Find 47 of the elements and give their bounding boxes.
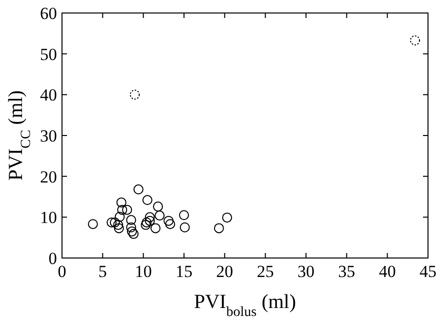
point (110, 217, 120, 228)
point (126, 222, 136, 232)
x-tick-label: 20 (216, 262, 234, 281)
point (122, 204, 132, 215)
point (179, 210, 189, 220)
x-tick-label: 25 (256, 262, 274, 281)
y-tick-label: 60 (40, 4, 57, 23)
x-tick-label: 30 (298, 262, 314, 281)
x-tick-label: 15 (176, 262, 192, 281)
point (117, 204, 128, 215)
point (126, 215, 136, 226)
point (144, 216, 155, 226)
point (114, 212, 125, 222)
point (113, 220, 124, 230)
point (126, 226, 137, 236)
point (410, 35, 420, 46)
y-tick-label: 30 (40, 126, 57, 146)
point (106, 217, 117, 228)
point (133, 184, 144, 194)
point (152, 202, 163, 212)
x-tick-label: 40 (378, 262, 396, 281)
point (154, 210, 165, 221)
point (140, 220, 151, 230)
point (116, 197, 126, 208)
point (128, 228, 139, 239)
y-tick-label: 10 (40, 208, 57, 228)
point (144, 212, 155, 222)
x-tick-label: 10 (134, 262, 152, 281)
point (150, 223, 161, 234)
point (164, 216, 174, 226)
point (214, 223, 224, 234)
point (165, 219, 176, 230)
x-axis-title: PVI$_{bolus}$ (ml) (194, 291, 296, 320)
point (142, 195, 152, 206)
y-tick-label: 50 (40, 44, 57, 64)
y-tick-label: 20 (40, 167, 57, 186)
point (114, 223, 124, 234)
point (222, 212, 232, 223)
y-tick-label: 40 (40, 86, 57, 105)
point (142, 217, 152, 228)
point (130, 90, 140, 100)
x-tick-label: 5 (98, 262, 107, 281)
point (88, 219, 98, 230)
y-tick-label: 0 (48, 249, 57, 268)
point (180, 222, 190, 232)
x-tick-label: 35 (338, 262, 356, 281)
x-tick-label: 45 (420, 262, 436, 281)
